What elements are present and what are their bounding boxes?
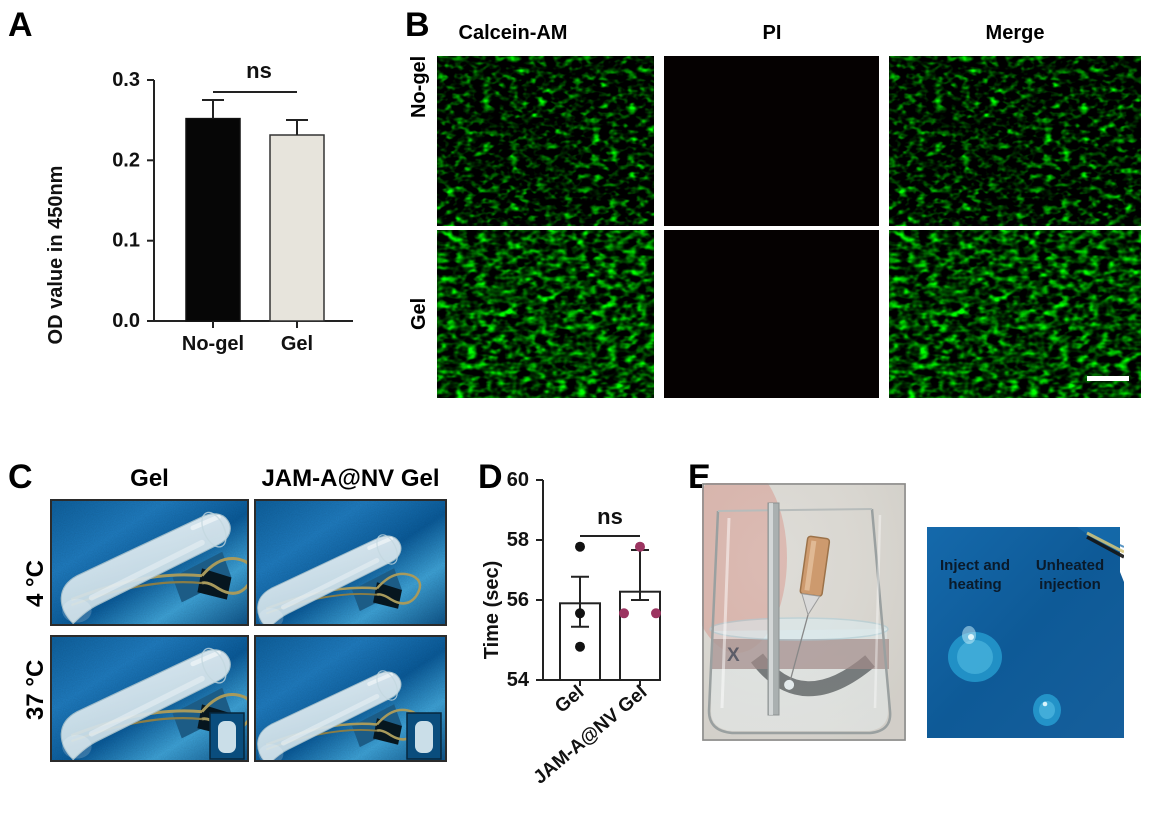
svg-text:0.2: 0.2 [112, 149, 140, 171]
svg-text:56: 56 [507, 589, 529, 611]
svg-text:0.3: 0.3 [112, 69, 140, 91]
svg-text:Unheated: Unheated [1036, 557, 1104, 574]
svg-text:60: 60 [507, 469, 529, 491]
svg-text:heating: heating [948, 576, 1001, 593]
svg-text:58: 58 [507, 529, 529, 551]
svg-text:No-gel: No-gel [182, 333, 244, 355]
svg-text:54: 54 [507, 669, 530, 691]
svg-text:ns: ns [597, 504, 623, 529]
svg-text:0.0: 0.0 [112, 310, 140, 332]
svg-text:OD value in 450nm: OD value in 450nm [45, 166, 67, 345]
svg-text:X: X [727, 645, 740, 666]
svg-text:ns: ns [246, 58, 272, 83]
svg-text:Gel: Gel [551, 682, 588, 718]
svg-text:injection: injection [1039, 576, 1101, 593]
svg-text:JAM-A@NV Gel: JAM-A@NV Gel [530, 682, 652, 789]
svg-text:Time (sec): Time (sec) [481, 561, 503, 660]
svg-text:Gel: Gel [281, 333, 313, 355]
svg-text:Inject and: Inject and [940, 557, 1010, 574]
svg-text:0.1: 0.1 [112, 230, 140, 252]
